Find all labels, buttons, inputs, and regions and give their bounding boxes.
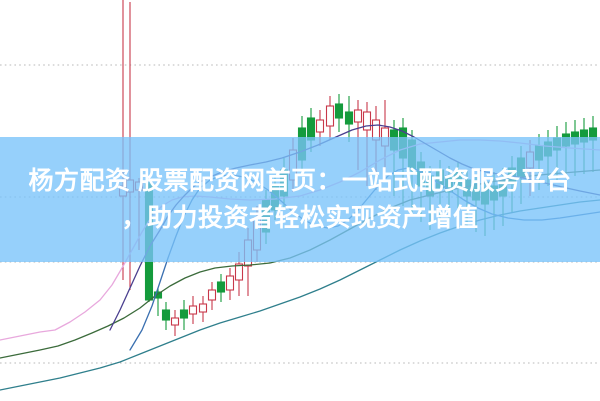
candle-body (207, 289, 217, 301)
candle-body (334, 103, 344, 119)
banner-headline-line1: 杨方配资 股票配资网首页：一站式配资服务平台 (28, 167, 572, 196)
candle-body (315, 119, 325, 133)
candle-body (179, 309, 189, 319)
candle-body (234, 263, 244, 281)
banner-headline-line2: ，助力投资者轻松实现资产增值 (121, 203, 479, 232)
promo-banner: 杨方配资 股票配资网首页：一站式配资服务平台 ，助力投资者轻松实现资产增值 (0, 137, 600, 262)
candle-body (161, 309, 171, 321)
candle-body (353, 109, 363, 123)
candle-body (325, 105, 335, 127)
candle-body (170, 317, 180, 326)
candle-body (344, 111, 354, 125)
candle-body (198, 303, 208, 313)
candle-body (153, 291, 163, 299)
candle-body (362, 111, 372, 131)
candle-body (188, 305, 198, 315)
candle-body (225, 275, 235, 291)
candle-body (216, 281, 226, 293)
